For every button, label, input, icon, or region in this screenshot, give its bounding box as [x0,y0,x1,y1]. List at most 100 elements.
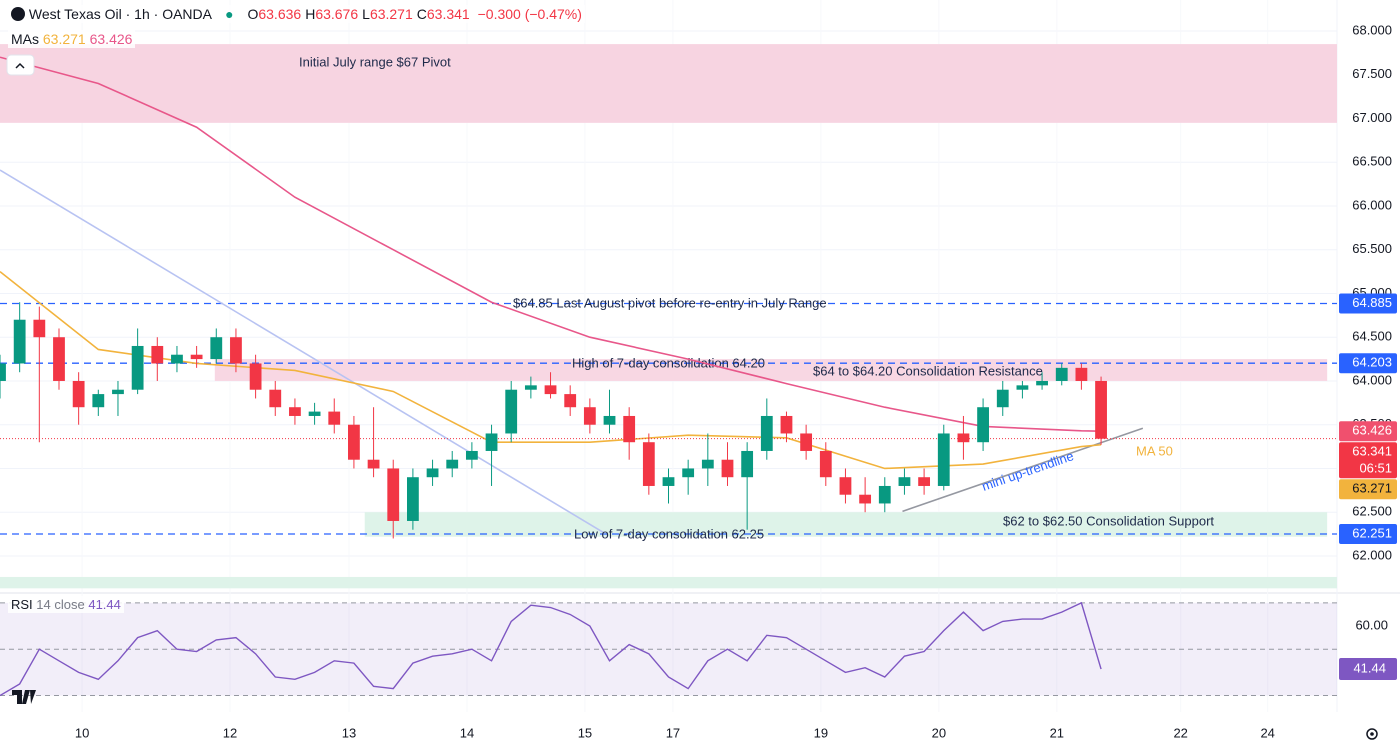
symbol-icon [11,7,25,21]
x-tick-label: 17 [666,725,680,740]
candle-body [406,477,419,521]
value-label-box [1339,658,1397,681]
zone [0,44,1337,123]
candle-body [387,468,400,521]
ma-value: 63.426 [89,31,133,47]
candle-body [741,450,754,478]
ma-legend: MAs 63.271 63.426 [8,30,136,48]
y-tick-label: 60.00 [1355,617,1388,632]
price-label-box [1339,421,1397,442]
legend-header: West Texas Oil · 1h · OANDA ● O63.636 H63… [8,5,585,23]
candle-body [131,345,144,390]
ohlc-key: L [362,6,370,22]
y-tick-label: 64.000 [1352,372,1392,387]
candle-body [564,394,577,408]
candle-body [505,389,518,434]
x-tick-label: 13 [342,725,356,740]
collapse-button[interactable] [6,54,35,76]
candle-body [171,354,183,364]
countdown: 06:51 [1359,461,1392,476]
zone [214,359,1328,381]
y-tick-label: 65.500 [1352,241,1392,256]
main-layer: Initial July range $67 Pivot $64 to $64.2… [0,54,1337,697]
candle-body [53,337,65,381]
ohlc-value: 63.271 [369,6,413,22]
candle-body [957,433,970,443]
ma-value: 63.271 [42,31,86,47]
candle-body [485,433,498,451]
y-tick-label: 64.500 [1352,329,1392,344]
candle-body [898,477,911,486]
candle-body [662,477,675,486]
candle-body [642,442,655,486]
candle-body [348,424,360,460]
ma-label: MA 50 [1136,443,1173,458]
settings-icon[interactable] [1366,728,1378,740]
x-tick-label: 15 [578,725,592,740]
x-tick-label: 22 [1173,725,1187,740]
status-dot: ● [225,6,234,22]
price-label-box [1339,293,1397,314]
level-label: High of 7-day consolidation 64.20 [572,355,765,370]
candle-body [859,494,872,504]
zone-label: $64 to $64.20 Consolidation Resistance [813,363,1043,378]
x-tick-label: 24 [1260,725,1274,740]
price-label-box [1339,353,1397,374]
x-tick-label: 20 [932,725,946,740]
back-layer [0,0,1400,712]
candle-body [249,363,262,390]
candle-body [151,345,164,364]
candle-body [426,468,439,478]
x-tick-label: 19 [814,725,828,740]
candle-body [583,407,596,425]
price-label: 63.271 [1352,481,1392,496]
zone [364,512,1328,537]
candle-body [446,459,459,469]
x-tick-label: 10 [75,725,89,740]
price-label: 63.341 [1352,444,1392,459]
candle-body [308,411,321,416]
price-label: 62.251 [1352,525,1392,540]
candle-body [72,380,85,408]
candle-body [1055,367,1068,381]
y-tick-label: 68.000 [1352,22,1392,37]
rsi-label: RSI [11,597,33,612]
candle-body [878,485,891,504]
ohlc: O63.636 H63.676 L63.271 C63.341 [247,6,473,22]
candle-body [1016,385,1029,390]
ohlc-key: H [305,6,316,22]
price-label: 64.203 [1352,355,1392,370]
candle-body [269,389,282,408]
y-tick-label: 67.000 [1352,110,1392,125]
price-label: 63.426 [1352,423,1392,438]
candle-body [328,411,341,425]
price-label-box [1339,524,1397,545]
ohlc-key: O [247,6,259,22]
ohlc-value: 63.341 [426,6,470,22]
candle-body [760,415,773,451]
axis-layer: 62.00062.50063.00063.50064.00064.50065.0… [75,22,1397,740]
zone [0,576,1337,589]
price-label: 64.885 [1352,295,1392,310]
candle-body [1036,380,1048,386]
candle-body [839,477,852,495]
candle-body [1075,367,1088,381]
candle-body [367,459,380,469]
candle-body [918,477,931,486]
candle-body [780,415,793,434]
y-tick-label: 66.000 [1352,197,1392,212]
candle-body [524,385,537,390]
candle-body [1095,380,1107,439]
candle-body [13,319,26,364]
candle-body [996,389,1009,408]
candle-body [800,433,813,451]
rsi-line [0,601,1102,697]
ohlc-value: 63.676 [315,6,359,22]
ma-label: MAs [11,31,39,47]
candle-body [289,407,301,416]
ohlc-value: 63.636 [258,6,302,22]
candle-body [33,319,46,338]
rsi-params: 14 close [36,597,85,612]
